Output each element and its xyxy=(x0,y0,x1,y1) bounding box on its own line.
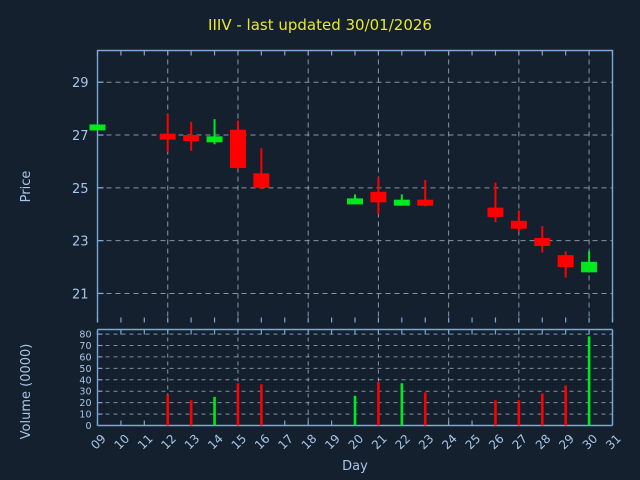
volume-tick-label: 30 xyxy=(79,387,91,398)
candle-body xyxy=(89,124,106,131)
candle-body xyxy=(183,135,200,142)
day-axis-label: Day xyxy=(342,459,368,474)
candle-body xyxy=(393,199,410,206)
day-axis-tick-label: 20 xyxy=(346,432,367,453)
volume-axis-label: Volume (0000) xyxy=(19,344,34,440)
price-tick-label: 21 xyxy=(72,287,89,302)
candle-body xyxy=(487,207,504,217)
volume-tick-label: 0 xyxy=(85,421,91,432)
candle-body xyxy=(253,173,270,188)
candle-body xyxy=(417,199,434,206)
day-axis-tick-label: 18 xyxy=(299,432,320,453)
day-axis-tick-label: 16 xyxy=(252,432,273,453)
candle-body xyxy=(534,237,551,246)
price-tick-label: 23 xyxy=(72,235,89,250)
price-tick-label: 25 xyxy=(72,182,89,197)
day-axis-tick-label: 14 xyxy=(205,432,226,453)
price-tick-label: 29 xyxy=(72,76,89,91)
volume-tick-label: 40 xyxy=(79,375,91,386)
day-axis-tick-label: 30 xyxy=(580,432,601,453)
candle-body xyxy=(370,191,387,203)
candle-body xyxy=(206,136,223,143)
volume-tick-label: 70 xyxy=(79,341,91,352)
day-axis-tick-label: 15 xyxy=(229,432,250,453)
day-axis-tick-label: 12 xyxy=(158,432,179,453)
price-panel-frame xyxy=(96,49,614,323)
day-axis-tick-label: 10 xyxy=(112,432,133,453)
candle-body xyxy=(229,129,246,169)
day-axis-tick-label: 27 xyxy=(509,432,530,453)
day-axis-tick-label: 28 xyxy=(533,432,554,453)
price-axis-label: Price xyxy=(19,171,34,203)
volume-tick-label: 60 xyxy=(79,352,91,363)
candle-body xyxy=(557,255,574,268)
chart-title: IIIV - last updated 30/01/2026 xyxy=(208,16,432,34)
day-axis-tick-label: 21 xyxy=(369,432,390,453)
volume-tick-label: 10 xyxy=(79,410,91,421)
day-axis-tick-label: 26 xyxy=(486,432,507,453)
candle-body xyxy=(159,133,176,140)
day-axis-tick-label: 11 xyxy=(135,432,156,453)
price-tick-label: 27 xyxy=(72,129,89,144)
day-axis-tick-label: 24 xyxy=(439,432,460,453)
day-axis-tick-label: 29 xyxy=(556,432,577,453)
day-axis-tick-label: 22 xyxy=(392,432,413,453)
volume-tick-label: 80 xyxy=(79,330,91,341)
candle-body xyxy=(581,261,598,273)
day-axis-tick-label: 13 xyxy=(182,432,203,453)
day-axis-tick-label: 19 xyxy=(322,432,343,453)
day-axis-tick-label: 23 xyxy=(416,432,437,453)
volume-tick-label: 50 xyxy=(79,364,91,375)
volume-tick-label: 20 xyxy=(79,398,91,409)
candle-body xyxy=(510,220,527,229)
day-axis-tick-label: 09 xyxy=(88,432,109,453)
day-axis-tick-label: 17 xyxy=(275,432,296,453)
candle-body xyxy=(347,198,363,205)
day-axis-tick-label: 25 xyxy=(463,432,484,453)
day-axis-tick-label: 31 xyxy=(603,432,624,453)
